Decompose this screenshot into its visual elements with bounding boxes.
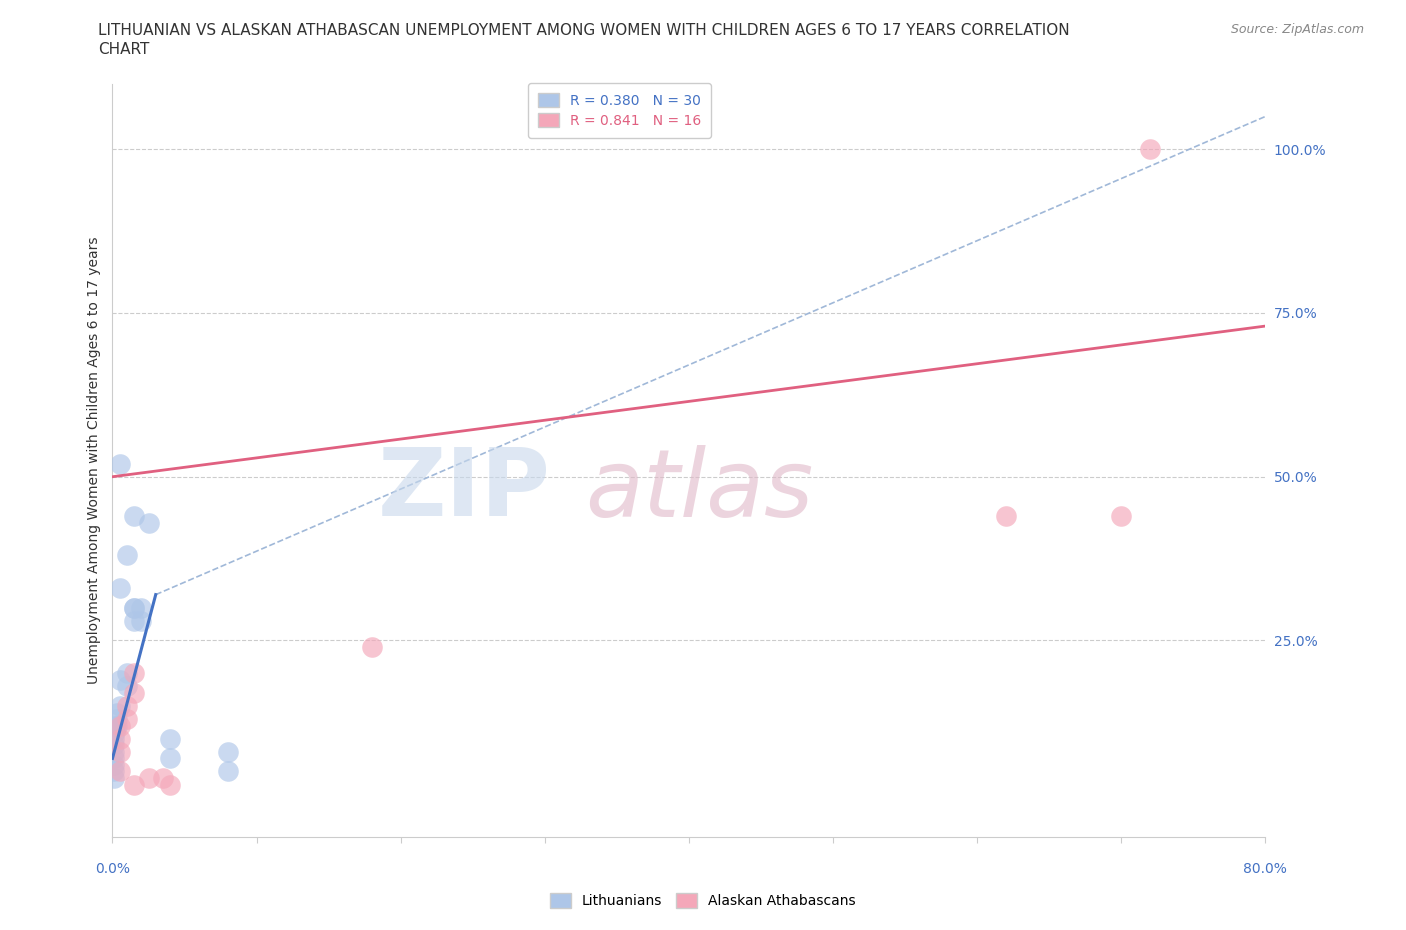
Point (103, 731, 125, 746)
Text: 80.0%: 80.0% (1243, 862, 1288, 876)
Point (122, 777, 145, 792)
Point (122, 509, 145, 524)
Point (995, 509, 1018, 524)
Legend: Lithuanians, Alaskan Athabascans: Lithuanians, Alaskan Athabascans (544, 888, 862, 914)
Point (103, 744, 125, 759)
Point (115, 698, 138, 713)
Point (159, 751, 181, 765)
Text: LITHUANIAN VS ALASKAN ATHABASCAN UNEMPLOYMENT AMONG WOMEN WITH CHILDREN AGES 6 T: LITHUANIAN VS ALASKAN ATHABASCAN UNEMPLO… (98, 23, 1070, 38)
Point (108, 731, 131, 746)
Point (138, 515, 160, 530)
Point (104, 718, 127, 733)
Point (1139, 141, 1161, 156)
Point (129, 600, 153, 615)
Point (103, 758, 125, 773)
Point (217, 744, 239, 759)
Point (360, 640, 382, 655)
Point (108, 764, 131, 779)
Point (122, 666, 145, 681)
Point (152, 771, 174, 786)
Point (104, 724, 127, 739)
Point (1111, 509, 1133, 524)
Point (105, 711, 128, 726)
Point (103, 764, 125, 779)
Text: ZIP: ZIP (378, 445, 551, 537)
Point (129, 614, 153, 629)
Point (105, 705, 128, 720)
Point (159, 731, 181, 746)
Legend: R = 0.380   N = 30, R = 0.841   N = 16: R = 0.380 N = 30, R = 0.841 N = 16 (529, 83, 711, 138)
Point (108, 718, 131, 733)
Point (108, 744, 131, 759)
Point (122, 600, 145, 615)
Point (159, 777, 181, 792)
Point (115, 679, 138, 694)
Point (138, 771, 160, 786)
Point (108, 672, 131, 687)
Y-axis label: Unemployment Among Women with Children Ages 6 to 17 years: Unemployment Among Women with Children A… (87, 236, 101, 684)
Point (115, 711, 138, 726)
Text: 0.0%: 0.0% (96, 862, 129, 876)
Point (103, 771, 125, 786)
Point (122, 614, 145, 629)
Text: Source: ZipAtlas.com: Source: ZipAtlas.com (1230, 23, 1364, 36)
Point (103, 737, 125, 752)
Point (103, 751, 125, 765)
Point (122, 685, 145, 700)
Point (108, 580, 131, 595)
Point (122, 600, 145, 615)
Point (105, 718, 128, 733)
Text: CHART: CHART (98, 42, 150, 57)
Point (217, 764, 239, 779)
Point (115, 666, 138, 681)
Point (108, 457, 131, 472)
Point (108, 698, 131, 713)
Text: atlas: atlas (585, 445, 814, 536)
Point (115, 548, 138, 563)
